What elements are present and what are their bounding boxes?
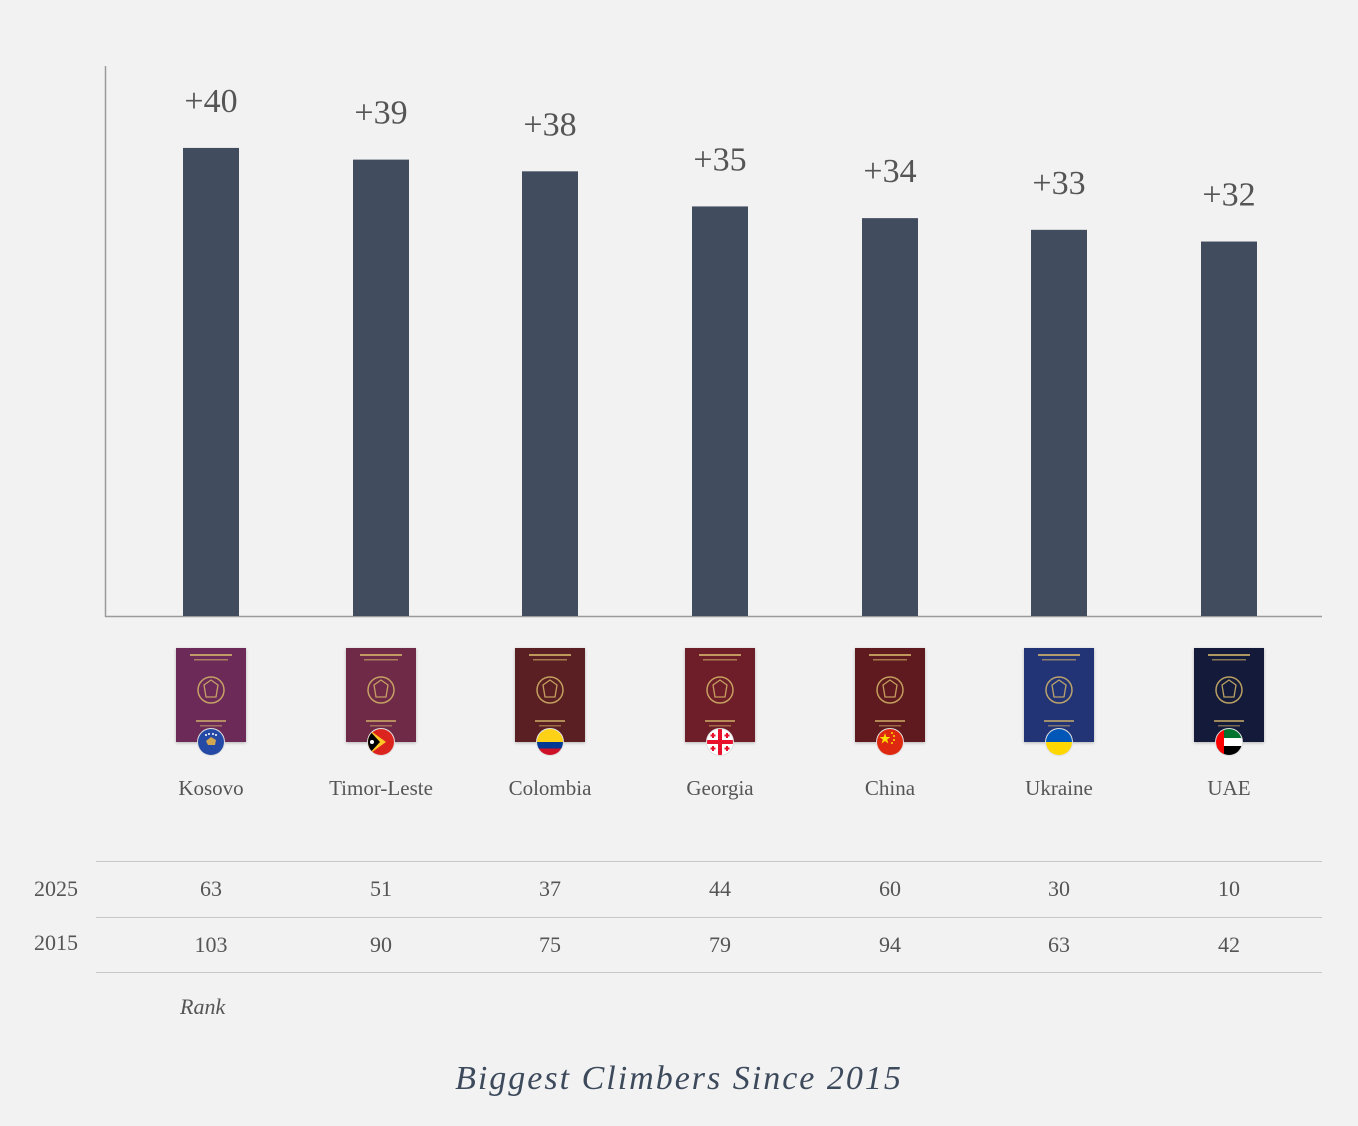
rank-cell-2025-kosovo: 63 bbox=[200, 876, 222, 901]
bar-timor-leste bbox=[353, 159, 409, 617]
bar-georgia bbox=[692, 206, 748, 616]
georgia-flag-icon bbox=[706, 728, 734, 756]
rank-cell-2015-colombia: 75 bbox=[539, 932, 561, 957]
georgia-passport-icon bbox=[685, 648, 755, 742]
table-middle-rule bbox=[96, 917, 1322, 918]
rank-cell-2015-georgia: 79 bbox=[709, 932, 731, 957]
bar-kosovo bbox=[183, 147, 239, 616]
bar-ukraine bbox=[1031, 229, 1087, 617]
country-label-uae: UAE bbox=[1207, 776, 1251, 800]
rank-cell-2025-china: 60 bbox=[879, 876, 901, 901]
country-label-china: China bbox=[864, 776, 916, 800]
bar-value-label-china: +34 bbox=[863, 153, 916, 190]
country-label-kosovo: Kosovo bbox=[178, 776, 244, 800]
table-bottom-rule bbox=[96, 972, 1322, 973]
row-label-2015: 2015 bbox=[34, 930, 78, 955]
bar-colombia bbox=[522, 171, 578, 616]
colombia-passport-icon bbox=[515, 648, 585, 742]
chart-title: Biggest Climbers Since 2015 bbox=[455, 1060, 903, 1097]
rank-cell-2015-timor-leste: 90 bbox=[370, 932, 392, 957]
country-label-georgia: Georgia bbox=[686, 776, 754, 800]
china-passport-icon bbox=[855, 648, 925, 742]
uae-flag-icon bbox=[1215, 728, 1243, 756]
bar-china bbox=[862, 218, 918, 616]
rank-cell-2025-georgia: 44 bbox=[709, 876, 731, 901]
rank-cell-2015-china: 94 bbox=[879, 932, 901, 957]
bar-value-label-ukraine: +33 bbox=[1032, 165, 1085, 202]
bar-chart: +40 +39 +38 +35 +34 +33 +32 bbox=[104, 66, 1322, 618]
rank-cell-2025-timor-leste: 51 bbox=[370, 876, 392, 901]
bar-value-label-colombia: +38 bbox=[523, 106, 576, 143]
country-label-colombia: Colombia bbox=[508, 776, 592, 800]
ukraine-flag-icon bbox=[1045, 728, 1073, 756]
bar-value-label-kosovo: +40 bbox=[184, 83, 237, 120]
rank-cell-2015-ukraine: 63 bbox=[1048, 932, 1070, 957]
timor-leste-passport-icon bbox=[346, 648, 416, 742]
china-flag-icon bbox=[876, 728, 904, 756]
rank-cell-2025-uae: 10 bbox=[1218, 876, 1240, 901]
rank-cell-2025-ukraine: 30 bbox=[1048, 876, 1070, 901]
bar-value-label-timor-leste: +39 bbox=[354, 95, 407, 132]
rank-cell-2015-kosovo: 103 bbox=[194, 932, 228, 957]
rank-cell-2015-uae: 42 bbox=[1218, 932, 1240, 957]
rank-note: Rank bbox=[180, 994, 226, 1019]
bar-value-label-uae: +32 bbox=[1202, 177, 1255, 214]
kosovo-flag-icon bbox=[197, 728, 225, 756]
timor-leste-flag-icon bbox=[367, 728, 395, 756]
ukraine-passport-icon bbox=[1024, 648, 1094, 742]
country-label-timor-leste: Timor-Leste bbox=[329, 776, 433, 800]
kosovo-passport-icon bbox=[176, 648, 246, 742]
bar-value-label-georgia: +35 bbox=[693, 141, 746, 178]
row-label-2025: 2025 bbox=[34, 876, 78, 901]
colombia-flag-icon bbox=[536, 728, 564, 756]
uae-passport-icon bbox=[1194, 648, 1264, 742]
bar-uae bbox=[1201, 241, 1257, 616]
country-label-ukraine: Ukraine bbox=[1025, 776, 1093, 800]
rank-cell-2025-colombia: 37 bbox=[539, 876, 561, 901]
table-top-rule bbox=[96, 861, 1322, 862]
